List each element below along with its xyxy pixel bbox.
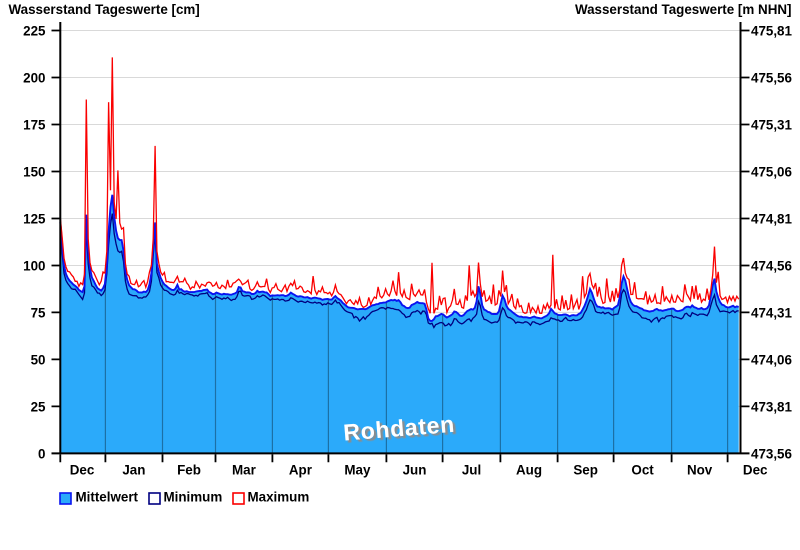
svg-text:475,06: 475,06 xyxy=(751,164,792,179)
svg-text:473,56: 473,56 xyxy=(751,446,792,461)
svg-text:25: 25 xyxy=(31,399,46,414)
svg-text:0: 0 xyxy=(38,446,45,461)
svg-text:474,56: 474,56 xyxy=(751,258,792,273)
svg-text:Nov: Nov xyxy=(687,463,713,478)
svg-text:Jul: Jul xyxy=(462,463,481,478)
svg-text:Aug: Aug xyxy=(516,463,542,478)
svg-text:474,31: 474,31 xyxy=(751,305,793,320)
svg-text:Mittelwert: Mittelwert xyxy=(76,490,139,505)
svg-text:Apr: Apr xyxy=(289,463,313,478)
svg-text:Dec: Dec xyxy=(743,463,768,478)
svg-text:474,81: 474,81 xyxy=(751,211,793,226)
svg-text:200: 200 xyxy=(23,70,45,85)
svg-text:Oct: Oct xyxy=(631,463,654,478)
svg-text:150: 150 xyxy=(23,164,45,179)
svg-text:474,06: 474,06 xyxy=(751,352,792,367)
svg-text:125: 125 xyxy=(23,211,46,226)
svg-text:475,81: 475,81 xyxy=(751,23,793,38)
svg-text:Minimum: Minimum xyxy=(164,490,223,505)
svg-text:475,56: 475,56 xyxy=(751,70,792,85)
svg-text:May: May xyxy=(344,463,371,478)
svg-text:225: 225 xyxy=(23,23,46,38)
svg-text:50: 50 xyxy=(31,352,46,367)
svg-text:75: 75 xyxy=(31,305,46,320)
svg-text:175: 175 xyxy=(23,117,46,132)
svg-text:Mar: Mar xyxy=(232,463,257,478)
svg-text:Sep: Sep xyxy=(573,463,598,478)
svg-text:100: 100 xyxy=(23,258,45,273)
svg-text:Wasserstand Tageswerte [m NHN]: Wasserstand Tageswerte [m NHN] xyxy=(575,2,792,17)
svg-text:Jan: Jan xyxy=(122,463,145,478)
svg-text:Wasserstand Tageswerte [cm]: Wasserstand Tageswerte [cm] xyxy=(9,2,200,17)
svg-text:Dec: Dec xyxy=(70,463,95,478)
svg-text:Feb: Feb xyxy=(177,463,201,478)
svg-text:Maximum: Maximum xyxy=(248,490,310,505)
svg-text:473,81: 473,81 xyxy=(751,399,793,414)
svg-text:475,31: 475,31 xyxy=(751,117,793,132)
svg-text:Jun: Jun xyxy=(403,463,427,478)
